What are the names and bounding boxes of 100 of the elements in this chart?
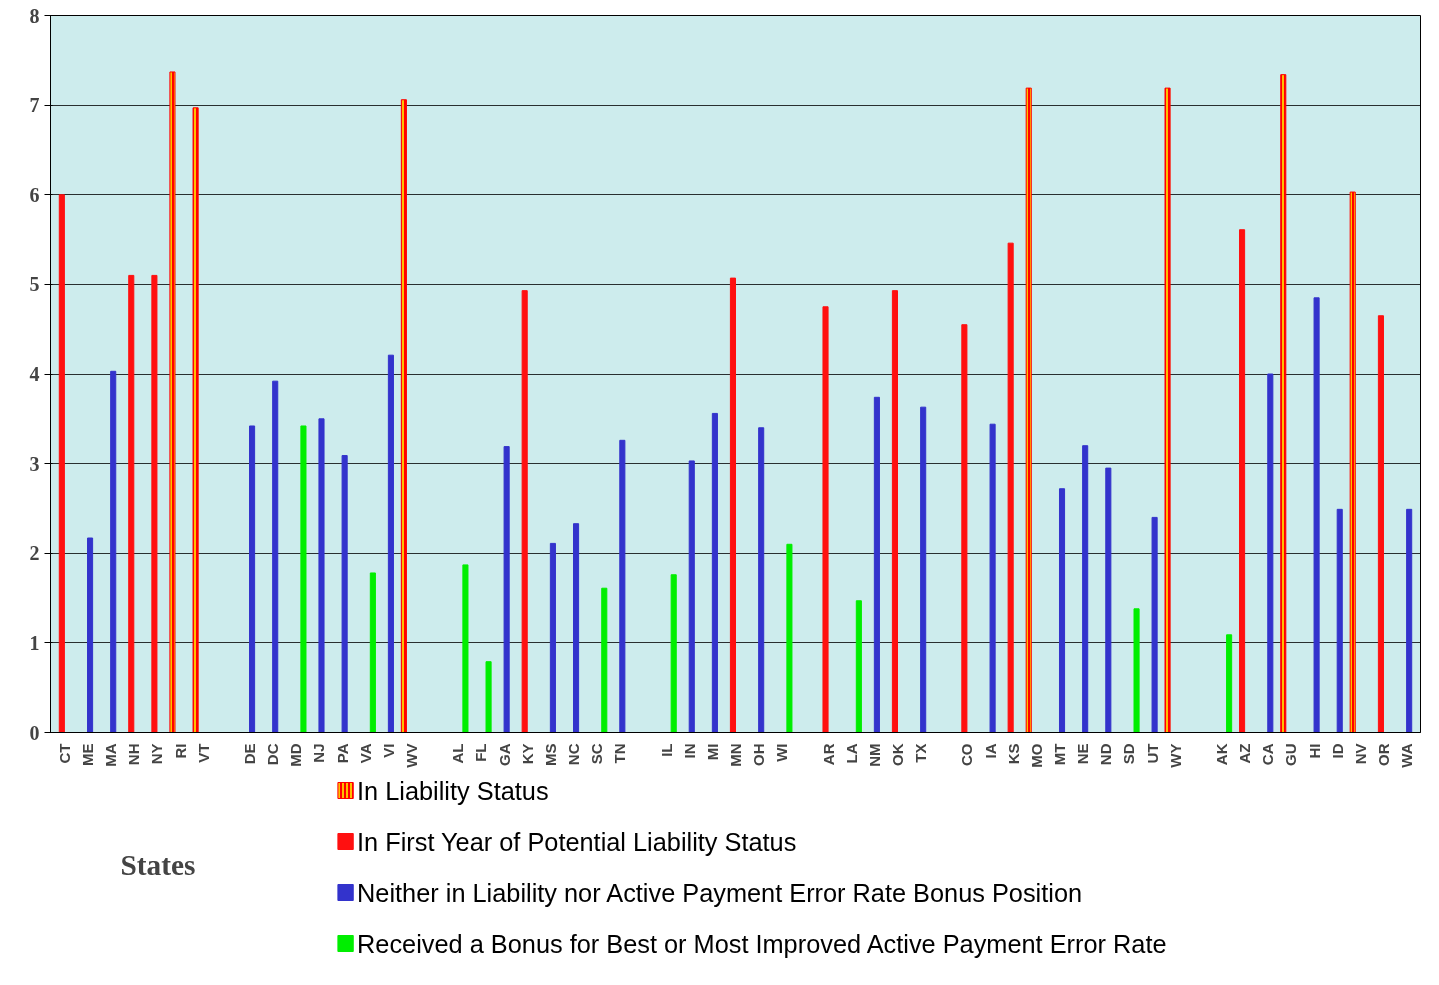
x-tick-label: UT [1143,743,1161,764]
bar [1406,508,1413,733]
x-tick-label: LA [842,743,860,764]
x-tick-label: PA [333,743,351,764]
bar [521,290,528,733]
x-tick-label: GU [1282,743,1300,766]
y-tick-label: 3 [29,452,40,475]
x-tick-label: VT [194,743,212,763]
bar [855,600,862,733]
x-tick-label: CO [958,743,976,766]
bar [249,425,256,733]
bar [369,572,376,733]
x-tick-label: NY [148,743,166,765]
legend-label: In First Year of Potential Liability Status [357,827,797,856]
x-tick-label: HI [1305,743,1323,759]
x-tick-label: NH [125,743,143,766]
bar [1336,508,1343,733]
x-tick-label: AK [1212,743,1230,766]
y-tick-label: 4 [29,363,40,385]
x-tick-label: MI [703,743,721,761]
bar [873,396,880,733]
x-tick-label: DC [264,743,282,766]
x-tick-label: RI [171,743,189,759]
bar [1313,297,1320,733]
x-tick-label: KS [1004,743,1022,765]
x-tick-label: NC [565,743,583,766]
bar [272,380,279,733]
bar [619,439,626,733]
x-tick-label: CT [55,743,73,764]
bar [711,412,718,733]
x-tick-label: NE [1074,743,1092,765]
bar [758,427,765,733]
x-tick-label: AL [449,743,467,764]
y-tick-label: 0 [29,721,40,744]
bar [1267,373,1274,733]
legend-label: In Liability Status [357,776,549,805]
bar [1377,315,1384,733]
x-axis-title: States [120,848,196,881]
x-tick-label: IA [981,743,999,759]
y-tick-label: 1 [29,631,40,654]
bar [110,370,117,733]
x-tick-label: GA [495,743,513,766]
x-tick-label: NV [1351,743,1369,765]
x-tick-label: FL [472,743,490,762]
legend-label: Neither in Liability nor Active Payment Error Rate Bonus Position [357,878,1083,907]
x-tick-label: WA [1398,743,1416,768]
x-tick-label: WI [773,743,791,762]
bar [151,274,158,733]
x-tick-label: VA [356,743,374,764]
bar [688,460,695,733]
x-tick-label: MT [1050,743,1068,766]
x-tick-label: SD [1120,743,1138,765]
y-tick-label: 8 [29,4,40,27]
x-tick-label: AR [819,743,837,766]
bar [128,274,135,733]
x-tick-label: CA [1259,743,1277,766]
x-tick-label: ND [1097,743,1115,766]
x-tick-label: VI [379,743,397,758]
bar [503,446,510,733]
x-tick-label: IL [657,743,675,757]
x-tick-label: MO [1027,743,1045,768]
x-tick-label: ME [79,743,97,766]
y-tick-label: 6 [29,183,40,206]
bar [58,194,65,733]
bar [1133,608,1140,733]
x-tick-label: DE [241,743,259,765]
bar [1105,467,1112,733]
x-tick-label: OK [888,743,906,766]
bar [601,587,608,733]
x-tick-label: OR [1374,743,1392,766]
bar [1058,488,1066,733]
bar [549,542,556,733]
x-tick-label: MA [102,743,120,767]
bar [1007,242,1014,733]
x-tick-label: WV [403,743,421,768]
bar [573,523,580,733]
bar [670,574,677,733]
bar [87,537,94,733]
x-tick-label: ID [1328,743,1346,759]
bar [1082,445,1089,733]
x-tick-label: WY [1166,743,1184,768]
bar [341,455,348,733]
bar [1151,516,1158,733]
bar [462,564,469,733]
bar [961,324,968,733]
y-tick-label: 2 [29,542,40,565]
x-tick-label: TN [611,743,629,764]
bar [920,406,927,733]
x-tick-label: NM [865,743,883,767]
bar [786,543,793,733]
x-tick-label: KY [518,743,536,765]
bar [822,306,829,733]
x-tick-label: NJ [310,743,328,763]
bar [729,277,736,733]
x-tick-label: MS [541,743,559,766]
x-tick-label: OH [750,743,768,766]
x-tick-label: MN [727,743,744,767]
bar [485,661,492,733]
y-tick-label: 7 [29,94,40,117]
y-tick-label: 5 [29,273,40,296]
